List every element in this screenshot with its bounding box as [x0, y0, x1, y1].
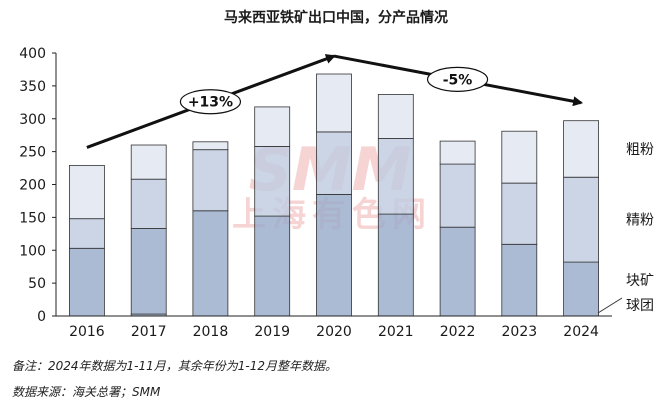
- series-label-2: 精粉: [626, 213, 654, 229]
- x-tick-label: 2020: [316, 324, 352, 340]
- bar-segment-2022-s3: [439, 140, 476, 165]
- bar-segment-2021-s3: [377, 94, 414, 139]
- pellet-leader-line: [597, 297, 623, 314]
- annotations-group: +13% -5%: [86, 54, 584, 149]
- y-tick-label: 50: [28, 276, 46, 292]
- bar-segment-2017-s1: [130, 228, 167, 315]
- x-tick-label: 2023: [502, 324, 538, 340]
- y-tick-label: 400: [19, 46, 46, 62]
- bar-segment-2019-s2: [254, 145, 291, 217]
- bar-segment-2020-s2: [316, 131, 352, 195]
- bar-segment-2023-s1: [501, 243, 538, 317]
- growth-label-0: +13%: [188, 95, 233, 111]
- axes-group: 0 50 100 150 200 250 300 350 400 2016 2017 2018 2019…: [19, 46, 612, 340]
- bar-segment-2022-s1: [439, 226, 476, 317]
- bar-segment-2022-s2: [439, 163, 476, 228]
- y-tick-label: 300: [19, 112, 46, 128]
- x-tick-label: 2024: [563, 324, 599, 340]
- bar-segment-2021-s1: [377, 213, 414, 317]
- bar-segment-2016-s3: [69, 164, 105, 220]
- series-label-0: 球团: [626, 298, 654, 314]
- x-tick-label: 2018: [193, 324, 229, 340]
- bar-segment-2024-s2: [563, 176, 599, 263]
- y-tick-label: 100: [19, 243, 46, 259]
- y-tick-label: 200: [19, 178, 46, 194]
- bar-segment-2019-s3: [254, 106, 291, 147]
- bar-segment-2016-s1: [69, 247, 105, 317]
- bar-segment-2021-s2: [377, 138, 414, 215]
- bar-segment-2024-s1: [563, 261, 599, 317]
- y-tick-label: 250: [19, 145, 46, 161]
- data-source: 数据来源：海关总署；SMM: [12, 385, 161, 399]
- series-label-1: 块矿: [626, 273, 654, 289]
- bar-segment-2017-s3: [130, 144, 167, 180]
- y-tick-label: 150: [19, 210, 46, 226]
- bar-segment-2020-s1: [316, 193, 352, 317]
- x-tick-label: 2022: [440, 324, 476, 340]
- growth-label-bubble-1: [426, 66, 489, 92]
- growth-label-bubble-0: [179, 89, 242, 115]
- bar-segment-2018-s2: [192, 149, 229, 212]
- growth-label-1: -5%: [443, 72, 473, 88]
- x-tick-label: 2019: [254, 324, 290, 340]
- bar-segment-2018-s1: [192, 210, 229, 317]
- bar-segment-2023-s3: [501, 130, 538, 184]
- chart-title: 马来西亚铁矿出口中国，分产品情况: [224, 9, 448, 26]
- bar-segment-2017-s2: [130, 178, 167, 229]
- y-tick-label: 0: [37, 309, 46, 325]
- y-tick-label: 350: [19, 79, 46, 95]
- x-tick-label: 2017: [131, 324, 167, 340]
- bar-segment-2016-s2: [69, 218, 105, 249]
- footnote: 备注：2024年数据为1-11月，其余年份为1-12月整年数据。: [12, 359, 338, 373]
- bar-segment-2019-s1: [254, 215, 291, 317]
- bars-group: [69, 73, 599, 317]
- series-label-3: 粗粉: [626, 142, 654, 158]
- bar-segment-2024-s3: [563, 120, 599, 178]
- x-tick-label: 2016: [69, 324, 105, 340]
- x-tick-label: 2021: [378, 324, 414, 340]
- bar-segment-2023-s2: [501, 182, 538, 245]
- bar-segment-2018-s3: [192, 141, 229, 151]
- bar-segment-2020-s3: [316, 73, 352, 133]
